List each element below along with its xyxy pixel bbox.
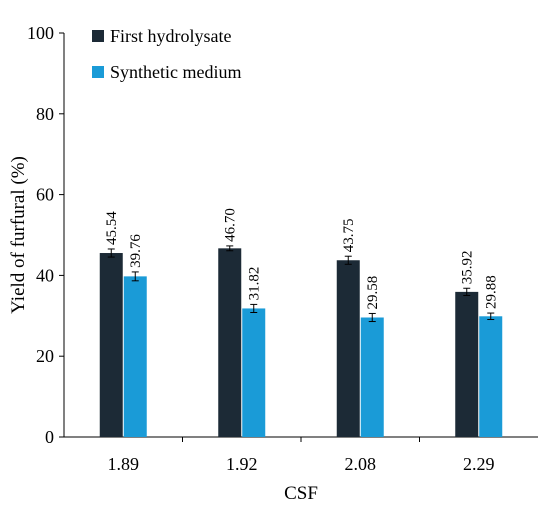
bar-1-3 [479, 316, 503, 437]
bar-0-0 [99, 253, 123, 437]
x-axis-title: CSF [284, 483, 318, 504]
bar-1-1 [242, 308, 266, 437]
x-tick-label: 2.08 [345, 454, 377, 474]
data-label: 35.92 [460, 250, 476, 284]
x-tick-label: 1.89 [108, 454, 140, 474]
x-tick-label: 1.92 [226, 454, 258, 474]
bar-0-1 [218, 248, 242, 437]
bar-0-3 [455, 291, 479, 437]
data-label: 43.75 [341, 218, 357, 252]
y-tick-label: 0 [45, 427, 54, 447]
y-tick-label: 20 [36, 346, 54, 366]
y-tick-label: 80 [36, 104, 54, 124]
legend-swatch-1 [92, 66, 104, 78]
bar-0-2 [336, 260, 360, 437]
y-tick-label: 40 [36, 265, 54, 285]
y-tick-label: 60 [36, 185, 54, 205]
data-label: 46.70 [223, 208, 239, 242]
data-label: 45.54 [104, 211, 120, 245]
data-label: 39.76 [128, 234, 144, 268]
legend-swatch-0 [92, 30, 104, 42]
data-label: 31.82 [247, 267, 263, 301]
y-tick-label: 100 [27, 23, 54, 43]
y-axis-title: Yield of furfural (%) [8, 156, 29, 314]
x-tick-label: 2.29 [463, 454, 495, 474]
legend-label-1: Synthetic medium [110, 62, 241, 82]
data-label: 29.88 [484, 275, 500, 309]
data-label: 29.58 [365, 276, 381, 310]
bar-1-2 [360, 317, 384, 437]
legend-label-0: First hydrolysate [110, 26, 232, 46]
bar-1-0 [123, 276, 147, 437]
